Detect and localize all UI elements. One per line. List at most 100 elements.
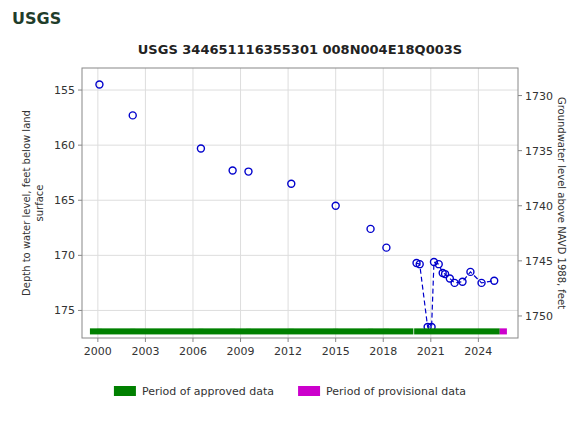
- square-marker: [384, 329, 389, 334]
- legend-label: Period of approved data: [142, 385, 274, 398]
- square-marker: [368, 329, 373, 334]
- axis-label-line: surface: [34, 185, 45, 222]
- tick-label: 2024: [464, 345, 492, 358]
- tick: [145, 338, 146, 342]
- point: [459, 278, 466, 285]
- frame: [82, 68, 518, 338]
- grid-line: [82, 255, 518, 256]
- point: [229, 167, 236, 174]
- series: [500, 328, 507, 334]
- tick-label: 1735: [525, 145, 553, 158]
- square-marker: [97, 329, 102, 334]
- axis-label-line: Depth to water level, feet below land: [21, 110, 32, 296]
- tick-label: 2012: [274, 345, 302, 358]
- legend-swatch: [298, 386, 320, 396]
- tick-label: 2003: [131, 345, 159, 358]
- square-marker: [289, 329, 294, 334]
- legend: Period of approved data Period of provisi…: [114, 385, 466, 398]
- legend-item: Period of provisional data: [298, 385, 466, 398]
- point: [367, 225, 374, 232]
- tick-label: 1730: [525, 90, 553, 103]
- tick-label: 1745: [525, 255, 553, 268]
- period-bar: [414, 328, 500, 334]
- point: [451, 279, 458, 286]
- tick: [518, 260, 522, 261]
- legend-item: Period of approved data: [114, 385, 274, 398]
- tick: [288, 338, 289, 342]
- tick: [518, 205, 522, 206]
- point: [197, 145, 204, 152]
- point: [416, 261, 423, 268]
- grid-line: [335, 68, 336, 338]
- tick-label: 165: [54, 194, 75, 207]
- tick: [240, 338, 241, 342]
- grid-line: [82, 200, 518, 201]
- tick: [78, 255, 82, 256]
- tick: [78, 145, 82, 146]
- grid: [82, 68, 518, 338]
- data: [90, 81, 507, 334]
- period-bar: [500, 328, 507, 334]
- grid-line: [97, 68, 98, 338]
- grid-line: [82, 90, 518, 91]
- grid-line: [145, 68, 146, 338]
- tick: [78, 90, 82, 91]
- series: [413, 258, 498, 330]
- tick-label: 155: [54, 84, 75, 97]
- square-marker: [198, 329, 203, 334]
- tick: [335, 338, 336, 342]
- tick: [518, 95, 522, 96]
- grid-line: [192, 68, 193, 338]
- tick-label: 1740: [525, 200, 553, 213]
- tick: [478, 338, 479, 342]
- series: [96, 81, 390, 251]
- grid-line: [288, 68, 289, 338]
- point: [435, 261, 442, 268]
- tick: [78, 200, 82, 201]
- axis-label: Groundwater level above NAVD 1988, feet: [556, 97, 567, 309]
- point: [96, 81, 103, 88]
- tick: [97, 338, 98, 342]
- legend-swatch: [114, 386, 136, 396]
- point: [383, 244, 390, 251]
- point: [288, 180, 295, 187]
- tick-label: 2006: [179, 345, 207, 358]
- grid-line: [383, 68, 384, 338]
- tick-label: 2018: [369, 345, 397, 358]
- square-marker: [246, 329, 251, 334]
- square-marker: [230, 329, 235, 334]
- tick-label: 2021: [417, 345, 445, 358]
- point: [332, 202, 339, 209]
- grid-line: [82, 145, 518, 146]
- point: [245, 168, 252, 175]
- point: [491, 277, 498, 284]
- grid-line: [478, 68, 479, 338]
- tick-label: 175: [54, 304, 75, 317]
- tick: [78, 310, 82, 311]
- title: USGS 344651116355301 008N004E18Q003S: [138, 42, 462, 57]
- tick-label: 170: [54, 249, 75, 262]
- square-marker: [130, 329, 135, 334]
- series: [90, 328, 500, 334]
- grid-line: [82, 310, 518, 311]
- tick-label: 1750: [525, 310, 553, 323]
- tick-label: 160: [54, 139, 75, 152]
- tick: [518, 150, 522, 151]
- period-bar: [90, 328, 413, 334]
- tick: [383, 338, 384, 342]
- tick-label: 2015: [322, 345, 350, 358]
- tick-label: 2000: [84, 345, 112, 358]
- square-marker: [333, 329, 338, 334]
- point: [467, 268, 474, 275]
- axis-label: Depth to water level, feet below landsur…: [21, 110, 45, 296]
- tick: [518, 315, 522, 316]
- header-text: USGS: [12, 9, 61, 28]
- grid-line: [240, 68, 241, 338]
- tick: [430, 338, 431, 342]
- tick: [192, 338, 193, 342]
- legend-label: Period of provisional data: [326, 385, 466, 398]
- line: [417, 262, 495, 327]
- grid-line: [430, 68, 431, 338]
- series: [97, 329, 389, 334]
- point: [129, 112, 136, 119]
